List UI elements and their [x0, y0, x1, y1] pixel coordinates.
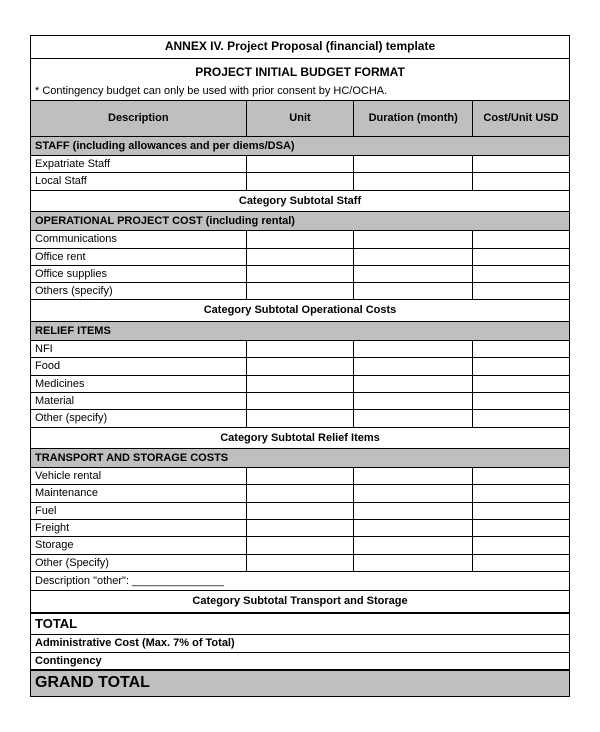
item-label: Material [31, 392, 247, 409]
item-label: Communications [31, 231, 247, 248]
item-label: Office supplies [31, 265, 247, 282]
table-row: Other (specify) [31, 410, 570, 427]
description-other-row: Description "other": _______________ [31, 571, 570, 590]
total-label: TOTAL [31, 613, 570, 635]
item-label: Office rent [31, 248, 247, 265]
section-header-label: TRANSPORT AND STORAGE COSTS [31, 448, 570, 467]
table-row: Material [31, 392, 570, 409]
section-header-label: STAFF (including allowances and per diem… [31, 136, 570, 155]
admin-cost-row: Administrative Cost (Max. 7% of Total) [31, 635, 570, 652]
item-label: Food [31, 358, 247, 375]
item-label: Maintenance [31, 485, 247, 502]
subtotal-row: Category Subtotal Relief Items [31, 427, 570, 448]
description-other[interactable]: Description "other": _______________ [31, 571, 570, 590]
grand-total-row: GRAND TOTAL [31, 670, 570, 696]
subtitle-row: PROJECT INITIAL BUDGET FORMAT [31, 58, 570, 82]
subtotal-row: Category Subtotal Staff [31, 190, 570, 211]
admin-cost-label: Administrative Cost (Max. 7% of Total) [31, 635, 570, 652]
item-label: Storage [31, 537, 247, 554]
table-row: Local Staff [31, 173, 570, 190]
table-row: NFI [31, 341, 570, 358]
col-unit: Unit [246, 101, 354, 136]
note-row: * Contingency budget can only be used wi… [31, 82, 570, 101]
note: * Contingency budget can only be used wi… [31, 82, 570, 101]
table-row: Medicines [31, 375, 570, 392]
grand-total-label: GRAND TOTAL [31, 670, 570, 696]
table-row: Vehicle rental [31, 468, 570, 485]
item-label: Fuel [31, 502, 247, 519]
table-row: Expatriate Staff [31, 156, 570, 173]
table-row: Fuel [31, 502, 570, 519]
section-header-label: OPERATIONAL PROJECT COST (including rent… [31, 211, 570, 230]
item-label: Vehicle rental [31, 468, 247, 485]
table-row: Other (Specify) [31, 554, 570, 571]
item-label: Other (Specify) [31, 554, 247, 571]
item-label: Other (specify) [31, 410, 247, 427]
table-row: Others (specify) [31, 283, 570, 300]
item-label: Local Staff [31, 173, 247, 190]
col-description: Description [31, 101, 247, 136]
budget-table: ANNEX IV. Project Proposal (financial) t… [30, 35, 570, 697]
subtotal-label: Category Subtotal Staff [31, 190, 570, 211]
col-duration: Duration (month) [354, 101, 473, 136]
subtitle: PROJECT INITIAL BUDGET FORMAT [31, 58, 570, 82]
item-label: Others (specify) [31, 283, 247, 300]
subtotal-row: Category Subtotal Transport and Storage [31, 591, 570, 613]
item-label: Expatriate Staff [31, 156, 247, 173]
item-label: Medicines [31, 375, 247, 392]
contingency-label: Contingency [31, 652, 570, 670]
subtotal-label: Category Subtotal Transport and Storage [31, 591, 570, 613]
subtotal-label: Category Subtotal Operational Costs [31, 300, 570, 321]
section-header-label: RELIEF ITEMS [31, 321, 570, 340]
subtotal-row: Category Subtotal Operational Costs [31, 300, 570, 321]
section-header: STAFF (including allowances and per diem… [31, 136, 570, 155]
title: ANNEX IV. Project Proposal (financial) t… [31, 36, 570, 59]
contingency-row: Contingency [31, 652, 570, 670]
table-row: Food [31, 358, 570, 375]
col-cost: Cost/Unit USD [472, 101, 569, 136]
column-headers: Description Unit Duration (month) Cost/U… [31, 101, 570, 136]
section-header: RELIEF ITEMS [31, 321, 570, 340]
subtotal-label: Category Subtotal Relief Items [31, 427, 570, 448]
title-row: ANNEX IV. Project Proposal (financial) t… [31, 36, 570, 59]
table-row: Office supplies [31, 265, 570, 282]
table-row: Communications [31, 231, 570, 248]
item-label: NFI [31, 341, 247, 358]
total-row: TOTAL [31, 613, 570, 635]
table-row: Storage [31, 537, 570, 554]
table-row: Office rent [31, 248, 570, 265]
section-header: TRANSPORT AND STORAGE COSTS [31, 448, 570, 467]
table-row: Freight [31, 520, 570, 537]
item-label: Freight [31, 520, 247, 537]
section-header: OPERATIONAL PROJECT COST (including rent… [31, 211, 570, 230]
table-row: Maintenance [31, 485, 570, 502]
